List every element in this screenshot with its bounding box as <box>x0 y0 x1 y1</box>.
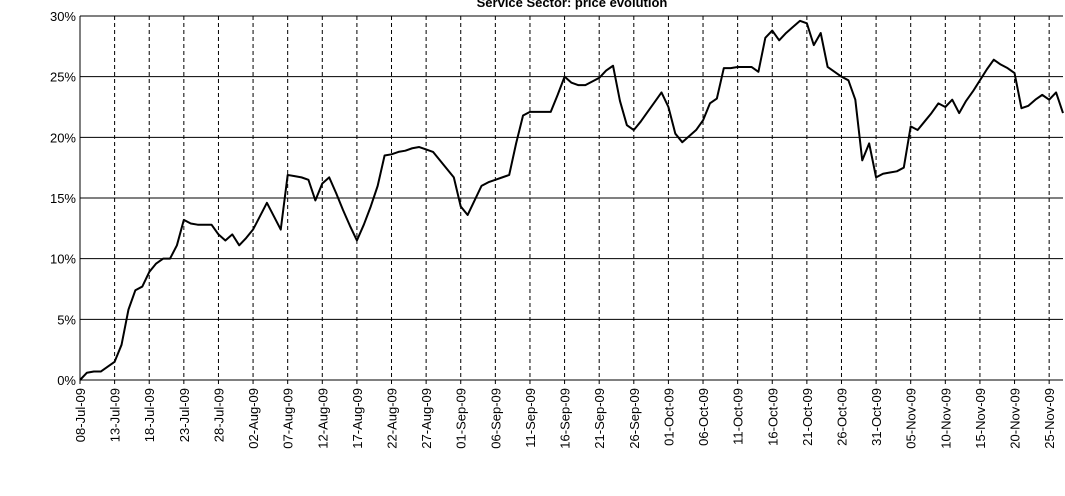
y-tick-label: 20% <box>50 130 76 145</box>
x-tick-label: 11-Oct-09 <box>731 388 746 445</box>
x-tick-label: 11-Sep-09 <box>523 388 538 448</box>
y-tick-label: 25% <box>50 70 76 85</box>
x-tick-label: 26-Sep-09 <box>627 388 642 449</box>
x-tick-label: 01-Oct-09 <box>661 388 676 446</box>
y-tick-label: 10% <box>50 252 76 267</box>
chart-title: Service Sector: price evolution <box>477 0 668 10</box>
x-tick-label: 27-Aug-09 <box>419 388 434 449</box>
x-tick-label: 21-Sep-09 <box>592 388 607 449</box>
line <box>79 19 1064 381</box>
x-tick-label: 06-Oct-09 <box>696 388 711 446</box>
x-tick-label: 16-Oct-09 <box>765 388 780 446</box>
x-tick-label: 08-Jul-09 <box>73 388 88 442</box>
x-tick-label: 26-Oct-09 <box>834 388 849 446</box>
x-tick-label: 12-Aug-09 <box>315 388 330 449</box>
y-tick-label: 30% <box>50 9 76 24</box>
x-tick-label: 01-Sep-09 <box>454 388 469 449</box>
x-tick-label: 13-Jul-09 <box>108 388 123 442</box>
x-tick-label: 07-Aug-09 <box>281 388 296 449</box>
x-tick-label: 02-Aug-09 <box>246 388 261 449</box>
x-tick-label: 17-Aug-09 <box>350 388 365 449</box>
x-tick-label: 31-Oct-09 <box>869 388 884 446</box>
x-tick-label: 06-Sep-09 <box>488 388 503 449</box>
y-tick-label: 15% <box>50 191 76 206</box>
x-tick-label: 21-Oct-09 <box>800 388 815 446</box>
y-tick-label: 0% <box>57 373 76 388</box>
x-tick-label: 10-Nov-09 <box>938 388 953 449</box>
x-tick-label: 23-Jul-09 <box>177 388 192 442</box>
x-tick-label: 22-Aug-09 <box>385 388 400 449</box>
x-tick-label: 15-Nov-09 <box>973 388 988 449</box>
x-tick-label: 16-Sep-09 <box>558 388 573 449</box>
x-tick-label: 20-Nov-09 <box>1008 388 1023 449</box>
y-tick-label: 5% <box>57 312 76 327</box>
x-tick-label: 05-Nov-09 <box>904 388 919 449</box>
x-tick-label: 28-Jul-09 <box>211 388 226 442</box>
x-tick-label: 25-Nov-09 <box>1042 388 1057 449</box>
x-tick-label: 18-Jul-09 <box>142 388 157 442</box>
